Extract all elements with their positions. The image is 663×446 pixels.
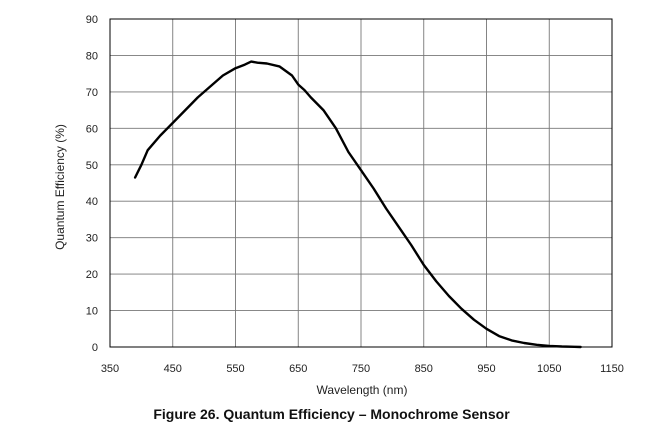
- y-tick-label: 60: [86, 123, 98, 135]
- y-axis-ticks: 0 10 20 30 40 50 60 70 80 90: [86, 14, 98, 354]
- x-tick-label: 550: [226, 363, 244, 375]
- x-tick-label: 350: [101, 363, 119, 375]
- x-axis-ticks: 350 450 550 650 750 850 950 1050 1150: [101, 363, 624, 375]
- y-tick-label: 20: [86, 269, 98, 281]
- x-tick-label: 950: [477, 363, 495, 375]
- x-tick-label: 850: [415, 363, 433, 375]
- x-tick-label: 650: [289, 363, 307, 375]
- x-tick-label: 1150: [600, 363, 624, 375]
- y-tick-label: 50: [86, 160, 98, 172]
- x-tick-label: 450: [164, 363, 182, 375]
- plot-area-frame: [109, 18, 613, 348]
- y-tick-label: 90: [86, 14, 98, 26]
- grid: [109, 18, 613, 348]
- y-tick-label: 0: [92, 342, 98, 354]
- y-tick-label: 80: [86, 50, 98, 62]
- y-tick-label: 10: [86, 306, 98, 318]
- x-tick-label: 750: [352, 363, 370, 375]
- figure-caption: Figure 26. Quantum Efficiency – Monochro…: [153, 406, 510, 422]
- x-axis-label: Wavelength (nm): [317, 383, 408, 397]
- qe-curve-line: [133, 60, 582, 349]
- y-axis-label: Quantum Efficiency (%): [53, 124, 67, 250]
- y-tick-label: 40: [86, 196, 98, 208]
- y-tick-label: 70: [86, 87, 98, 99]
- series-layer: [133, 60, 582, 349]
- y-tick-label: 30: [86, 233, 98, 245]
- x-tick-label: 1050: [537, 363, 561, 375]
